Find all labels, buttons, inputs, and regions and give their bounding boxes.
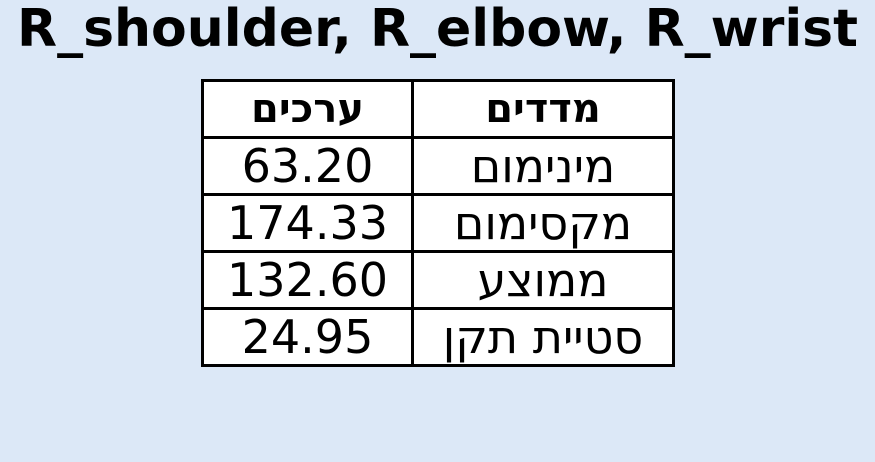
table-row: 63.20 מינימום <box>201 136 675 196</box>
cell-value-mean: 132.60 <box>201 250 414 310</box>
cell-value-std: 24.95 <box>201 307 414 367</box>
table-row: 174.33 מקסימום <box>201 193 675 253</box>
table-header-row: ערכים מדדים <box>201 79 675 139</box>
table-row: 132.60 ממוצע <box>201 250 675 310</box>
cell-measure-mean: ממוצע <box>411 250 675 310</box>
cell-value-min: 63.20 <box>201 136 414 196</box>
cell-measure-std: סטיית תקן <box>411 307 675 367</box>
chart-title: R_shoulder, R_elbow, R_wrist <box>17 0 858 59</box>
cell-measure-min: מינימום <box>411 136 675 196</box>
header-measures: מדדים <box>411 79 675 139</box>
header-values: ערכים <box>201 79 414 139</box>
stats-table: ערכים מדדים 63.20 מינימום 174.33 מקסימום… <box>201 79 675 367</box>
cell-value-max: 174.33 <box>201 193 414 253</box>
cell-measure-max: מקסימום <box>411 193 675 253</box>
table-row: 24.95 סטיית תקן <box>201 307 675 367</box>
